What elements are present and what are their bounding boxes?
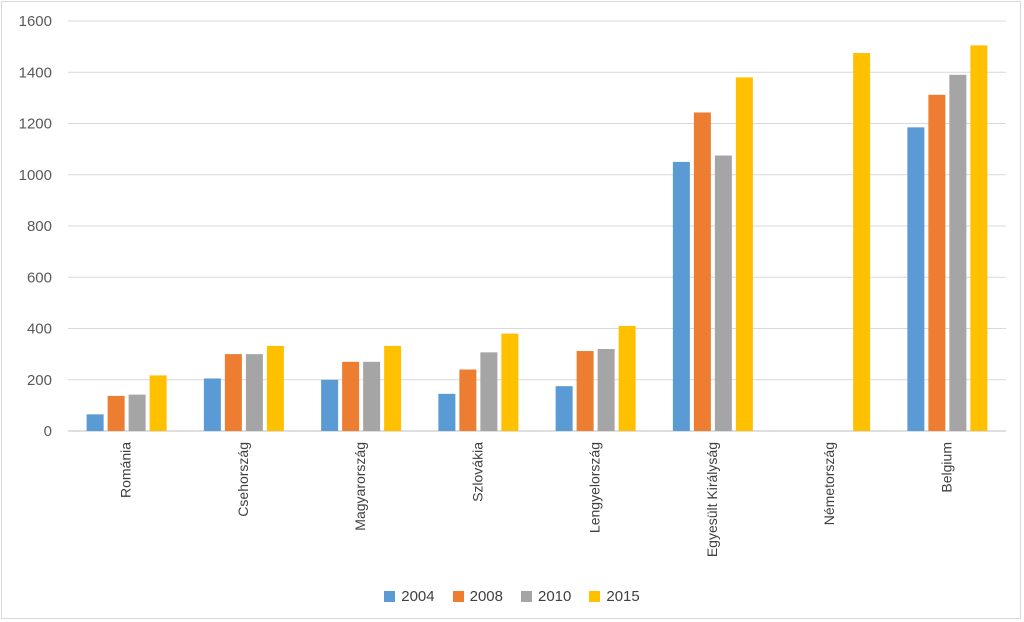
bar-2004-7 — [907, 127, 925, 431]
bar-2008-3 — [459, 369, 477, 431]
y-axis-ticks: 0 200 400 600 800 1000 1200 1400 1600 — [19, 13, 52, 440]
bars — [86, 45, 988, 432]
y-tick-label: 200 — [27, 372, 52, 389]
legend-label: 2010 — [538, 587, 572, 605]
legend-swatch — [521, 590, 532, 602]
y-tick-label: 400 — [27, 321, 52, 338]
legend-item-2008: 2008 — [452, 587, 503, 605]
bar-2008-5 — [693, 112, 711, 431]
bar-2004-2 — [321, 379, 339, 431]
bar-2015-5 — [735, 77, 753, 431]
legend-swatch — [589, 590, 601, 602]
bar-2008-1 — [224, 354, 242, 431]
y-tick-label: 1200 — [19, 116, 52, 133]
legend-item-2010: 2010 — [521, 588, 571, 605]
legend-item-2004: 2004 — [384, 587, 435, 605]
bar-2010-7 — [949, 74, 967, 431]
bar-2015-1 — [266, 345, 284, 431]
bar-2010-3 — [480, 352, 498, 431]
bar-2010-2 — [363, 361, 381, 431]
gridlines — [68, 20, 1006, 432]
bar-2015-0 — [149, 375, 167, 431]
y-tick-label: 0 — [44, 423, 52, 440]
bar-2015-2 — [384, 345, 402, 431]
x-category-label: Egyesült Királyság — [704, 442, 720, 557]
bar-2004-0 — [86, 414, 104, 431]
x-category-label: Románia — [118, 442, 134, 498]
bar-2015-3 — [501, 333, 519, 431]
y-tick-label: 1000 — [19, 167, 52, 184]
bar-2015-7 — [970, 45, 988, 431]
bar-2010-0 — [128, 394, 146, 431]
x-category-label: Belgium — [938, 442, 954, 493]
legend: 2004 2008 2010 2015 — [0, 584, 1024, 608]
bar-2010-1 — [245, 354, 263, 431]
bar-2008-7 — [928, 94, 946, 432]
bar-2015-4 — [618, 325, 636, 431]
y-tick-label: 1400 — [19, 64, 52, 81]
x-category-label: Szlovákia — [469, 442, 485, 502]
x-axis-labels: Románia Csehország Magyarország Szlovákia Le… — [118, 442, 955, 557]
x-category-label: Magyarország — [352, 442, 368, 531]
bar-2008-2 — [342, 361, 360, 431]
legend-swatch — [384, 590, 396, 602]
bar-2010-4 — [597, 349, 615, 431]
legend-label: 2004 — [401, 587, 435, 605]
y-tick-label: 1600 — [19, 13, 52, 30]
bar-2004-4 — [555, 386, 573, 431]
y-tick-label: 800 — [27, 218, 52, 235]
legend-label: 2015 — [606, 587, 640, 605]
x-category-label: Németország — [821, 442, 837, 525]
bar-2008-0 — [107, 395, 125, 431]
bar-2008-4 — [576, 351, 594, 431]
x-category-label: Csehország — [235, 442, 251, 517]
legend-item-2015: 2015 — [589, 587, 640, 605]
x-category-label: Lengyelország — [587, 442, 603, 533]
bar-2010-5 — [714, 155, 732, 431]
legend-label: 2008 — [469, 587, 503, 605]
bar-2015-6 — [853, 53, 871, 431]
bar-2004-5 — [672, 161, 690, 431]
bar-2004-3 — [438, 393, 456, 431]
legend-swatch — [452, 590, 464, 602]
y-tick-label: 600 — [27, 269, 52, 286]
bar-2004-1 — [203, 378, 221, 431]
